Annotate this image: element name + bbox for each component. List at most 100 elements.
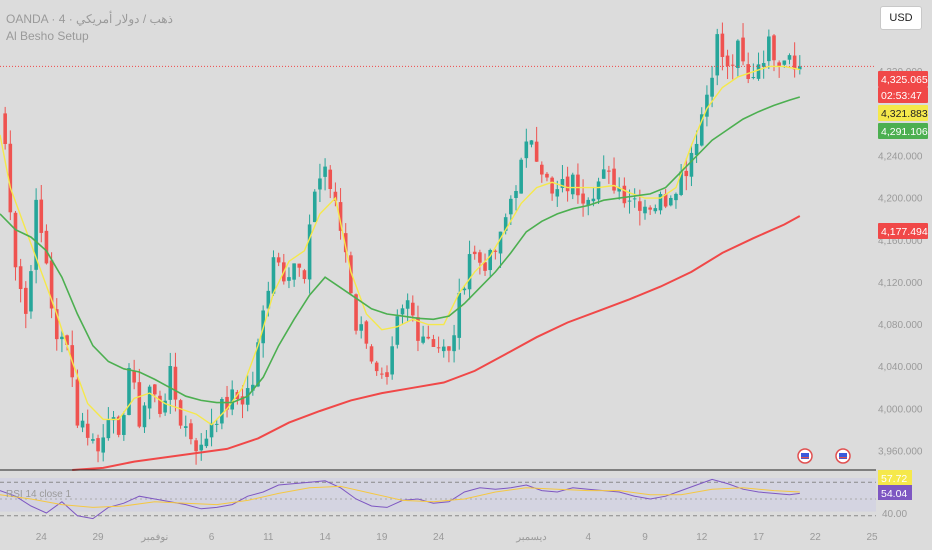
candle-body (705, 94, 709, 117)
candle-body (550, 177, 554, 194)
candle-body (792, 55, 797, 70)
candle-body (653, 208, 658, 212)
price-tick-label: 4,120.000 (878, 278, 923, 289)
candle-body (741, 37, 745, 62)
candle-body (400, 308, 405, 315)
candle-body (24, 287, 28, 314)
price-label-text: 02:53:47 (881, 90, 922, 102)
time-tick-label: 24 (36, 532, 48, 543)
candle-body (467, 254, 472, 290)
price-label-text: 4,325.065 (881, 74, 928, 86)
candle-body (75, 379, 80, 426)
candle-body (545, 173, 549, 178)
candle-body (514, 191, 518, 198)
candle-body (374, 362, 379, 372)
candle-body (472, 251, 477, 255)
candle-body (798, 66, 802, 70)
candle-body (147, 386, 152, 409)
time-tick-label: 22 (810, 532, 822, 543)
candle-body (441, 346, 446, 352)
rsi-value-text: 57.72 (881, 473, 907, 485)
candle-body (767, 36, 771, 62)
candle-body (452, 335, 456, 352)
candle-body (189, 423, 193, 440)
candle-body (699, 114, 704, 146)
candle-body (648, 207, 652, 210)
candle-body (39, 199, 44, 233)
candle-body (503, 217, 508, 231)
price-tick-label: 4,040.000 (878, 362, 923, 373)
candle-body (411, 302, 415, 316)
price-tick-label: 3,960.000 (878, 447, 923, 458)
candle-body (369, 346, 374, 362)
candle-body (323, 166, 327, 177)
symbol-line: OANDA · ذهب / دولار أمريكي · 4 (6, 12, 173, 26)
candle-body (632, 198, 637, 200)
candle-body (266, 290, 271, 309)
candle-body (359, 324, 363, 331)
candle-body (220, 398, 224, 424)
candle-body (498, 231, 503, 254)
candle-body (751, 77, 756, 79)
price-tick-label: 4,160.000 (878, 236, 923, 247)
time-tick-label: 4 (585, 532, 591, 543)
candle-body (256, 342, 260, 387)
candle-body (684, 170, 689, 177)
candle-body (142, 405, 147, 428)
candle-body (122, 415, 126, 435)
candle-body (271, 257, 276, 294)
candle-body (488, 249, 492, 271)
rsi-ma-line (0, 485, 800, 508)
candle-body (80, 420, 85, 428)
candle-body (204, 438, 209, 447)
event-flag-icon (835, 448, 851, 464)
candle-body (431, 339, 436, 347)
candle-body (493, 250, 498, 252)
event-flag-icon (797, 448, 813, 464)
candle-body (333, 191, 338, 201)
candle-body (782, 60, 787, 65)
candle-body (276, 257, 281, 263)
currency-button[interactable]: USD (880, 6, 922, 30)
rsi-value-text: 54.04 (881, 488, 907, 500)
time-tick-label: ديسمبر (515, 532, 546, 543)
candle-body (607, 170, 611, 172)
time-tick-label: 19 (376, 532, 388, 543)
candle-body (674, 193, 678, 201)
time-tick-label: 11 (263, 532, 274, 543)
candle-body (8, 143, 13, 213)
candle-body (730, 64, 735, 66)
candle-body (601, 169, 606, 179)
candle-body (29, 271, 33, 312)
event-flag-field (839, 453, 847, 459)
candle-body (689, 152, 694, 177)
candle-body (60, 336, 64, 340)
price-label-badge (878, 123, 928, 139)
price-label-text: 4,291.106 (881, 126, 928, 138)
candle-body (524, 141, 529, 159)
candle-body (591, 198, 596, 202)
candle-body (49, 260, 54, 309)
candle-body (534, 141, 539, 162)
candle-body (116, 416, 121, 435)
candle-body (312, 191, 317, 223)
time-tick-label: 17 (753, 532, 765, 543)
price-label-text: 4,321.883 (881, 108, 928, 120)
candle-body (302, 270, 307, 280)
candle-body (328, 169, 333, 189)
candle-body (638, 201, 642, 211)
candle-body (158, 395, 162, 414)
candle-body (576, 174, 580, 196)
candle-body (663, 194, 668, 207)
candle-body (297, 263, 302, 268)
candle-body (596, 181, 601, 200)
candle-body (421, 336, 425, 343)
candle-body (669, 197, 673, 206)
candle-body (586, 199, 591, 206)
candle-body (405, 300, 410, 309)
candle-body (292, 263, 296, 280)
candle-body (178, 400, 183, 426)
candle-body (622, 185, 627, 204)
